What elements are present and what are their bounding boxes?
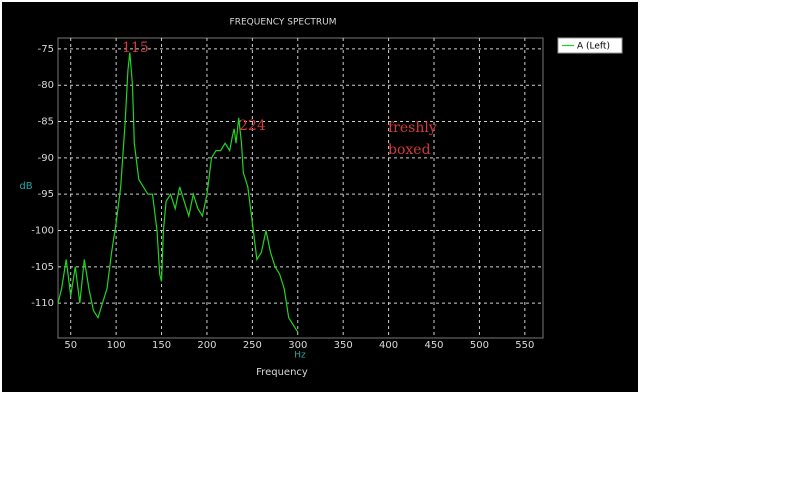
- spectrum-line: [57, 52, 299, 333]
- y-tick-label: -90: [38, 153, 54, 164]
- x-axis-label: Frequency: [256, 367, 308, 378]
- x-tick-label: 150: [152, 340, 171, 351]
- chart-title: FREQUENCY SPECTRUM: [230, 18, 337, 28]
- legend: [557, 37, 623, 54]
- panel: [2, 2, 638, 392]
- y-tick-label: -80: [38, 80, 54, 91]
- x-tick-label: 450: [424, 340, 443, 351]
- y-tick-label: -95: [38, 189, 54, 200]
- annotation: 224: [239, 118, 266, 134]
- x-unit-label: Hz: [294, 351, 306, 361]
- legend-label: A (Left): [577, 42, 610, 52]
- x-tick-label: 100: [107, 340, 126, 351]
- x-tick-label: 500: [470, 340, 489, 351]
- y-axis-label: dB: [19, 181, 32, 192]
- y-tick-label: -75: [38, 44, 54, 55]
- y-tick-label: -110: [31, 298, 54, 309]
- annotation: freshly: [388, 120, 437, 136]
- y-tick-label: -85: [38, 117, 54, 128]
- x-tick-label: 350: [334, 340, 353, 351]
- x-tick-label: 550: [515, 340, 534, 351]
- annotation: 115: [122, 40, 149, 56]
- x-tick-label: 400: [379, 340, 398, 351]
- x-tick-label: 300: [288, 340, 307, 351]
- x-tick-label: 200: [197, 340, 216, 351]
- annotation: boxed: [388, 142, 431, 158]
- y-tick-label: -100: [31, 225, 54, 236]
- y-tick-label: -105: [31, 262, 54, 273]
- x-tick-label: 50: [64, 340, 77, 351]
- x-tick-label: 250: [243, 340, 262, 351]
- plot-frame: [57, 37, 544, 339]
